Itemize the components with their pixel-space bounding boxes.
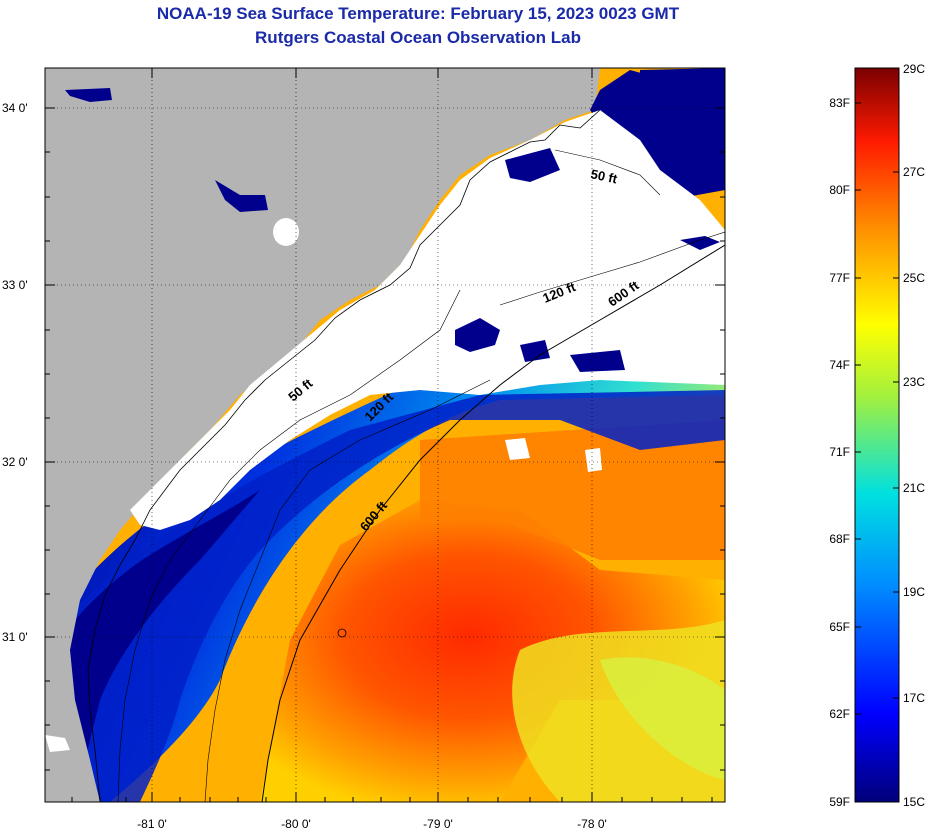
map-frame — [44, 67, 726, 803]
colorbar-c-label: 25C — [903, 271, 925, 285]
cold-patch — [505, 148, 560, 182]
map-subtitle: Rutgers Coastal Ocean Observation Lab — [255, 28, 581, 47]
colorbar-f-label: 80F — [829, 183, 850, 197]
colorbar-c-label: 15C — [903, 795, 925, 809]
colorbar-f-label: 68F — [829, 532, 850, 546]
colorbar-f-label: 62F — [829, 707, 850, 721]
cold-patch — [520, 340, 550, 362]
colorbar-c-label: 27C — [903, 165, 925, 179]
lake — [65, 88, 112, 102]
warm-water-core — [260, 500, 725, 802]
cloud-patch — [45, 735, 70, 752]
cold-patch — [455, 318, 500, 352]
cloud-patch — [273, 218, 299, 246]
colorbar-f-label: 71F — [829, 445, 850, 459]
lake — [215, 180, 268, 212]
contour-120ft — [204, 231, 725, 802]
cloud-cover — [130, 110, 725, 530]
colorbar-c-label: 21C — [903, 481, 925, 495]
lon-label: -80 0' — [281, 817, 311, 831]
yellow-green-water — [600, 657, 725, 780]
land — [45, 68, 600, 802]
colorbar-f-label: 77F — [829, 271, 850, 285]
colorbar-f-label: 59F — [829, 795, 850, 809]
lon-label: -81 0' — [137, 817, 167, 831]
cold-patch — [570, 350, 625, 372]
colorbar-ticks — [855, 102, 899, 715]
cloud-patch — [585, 448, 602, 472]
contour-label: 50 ft — [589, 166, 619, 186]
lon-label: -78 0' — [577, 817, 607, 831]
graticule — [45, 68, 725, 802]
colorbar-c-label: 19C — [903, 585, 925, 599]
cool-shelf-band — [45, 390, 725, 802]
colorbar-f-label: 83F — [829, 96, 850, 110]
cloud-patch — [505, 438, 530, 460]
cold-water-ne — [640, 68, 725, 200]
colorbar-c-label: 17C — [903, 691, 925, 705]
colorbar — [854, 67, 900, 803]
lat-label: 32 0' — [2, 455, 28, 469]
axis-ticks — [45, 68, 725, 802]
contour-50ft — [117, 149, 661, 802]
map-title: NOAA-19 Sea Surface Temperature: Februar… — [156, 4, 680, 23]
colorbar-c-label: 23C — [903, 375, 925, 389]
colorbar-f-label: 74F — [829, 358, 850, 372]
orange-water — [420, 420, 725, 560]
contour-600ft — [261, 244, 725, 802]
colorbar-f-label: 65F — [829, 620, 850, 634]
lat-label: 34 0' — [2, 101, 28, 115]
lon-label: -79 0' — [423, 817, 453, 831]
colorbar-c-label: 29C — [903, 62, 925, 76]
coastline — [87, 109, 601, 802]
cold-patch — [680, 236, 720, 250]
lat-label: 33 0' — [2, 278, 28, 292]
lat-label: 31 0' — [2, 630, 28, 644]
